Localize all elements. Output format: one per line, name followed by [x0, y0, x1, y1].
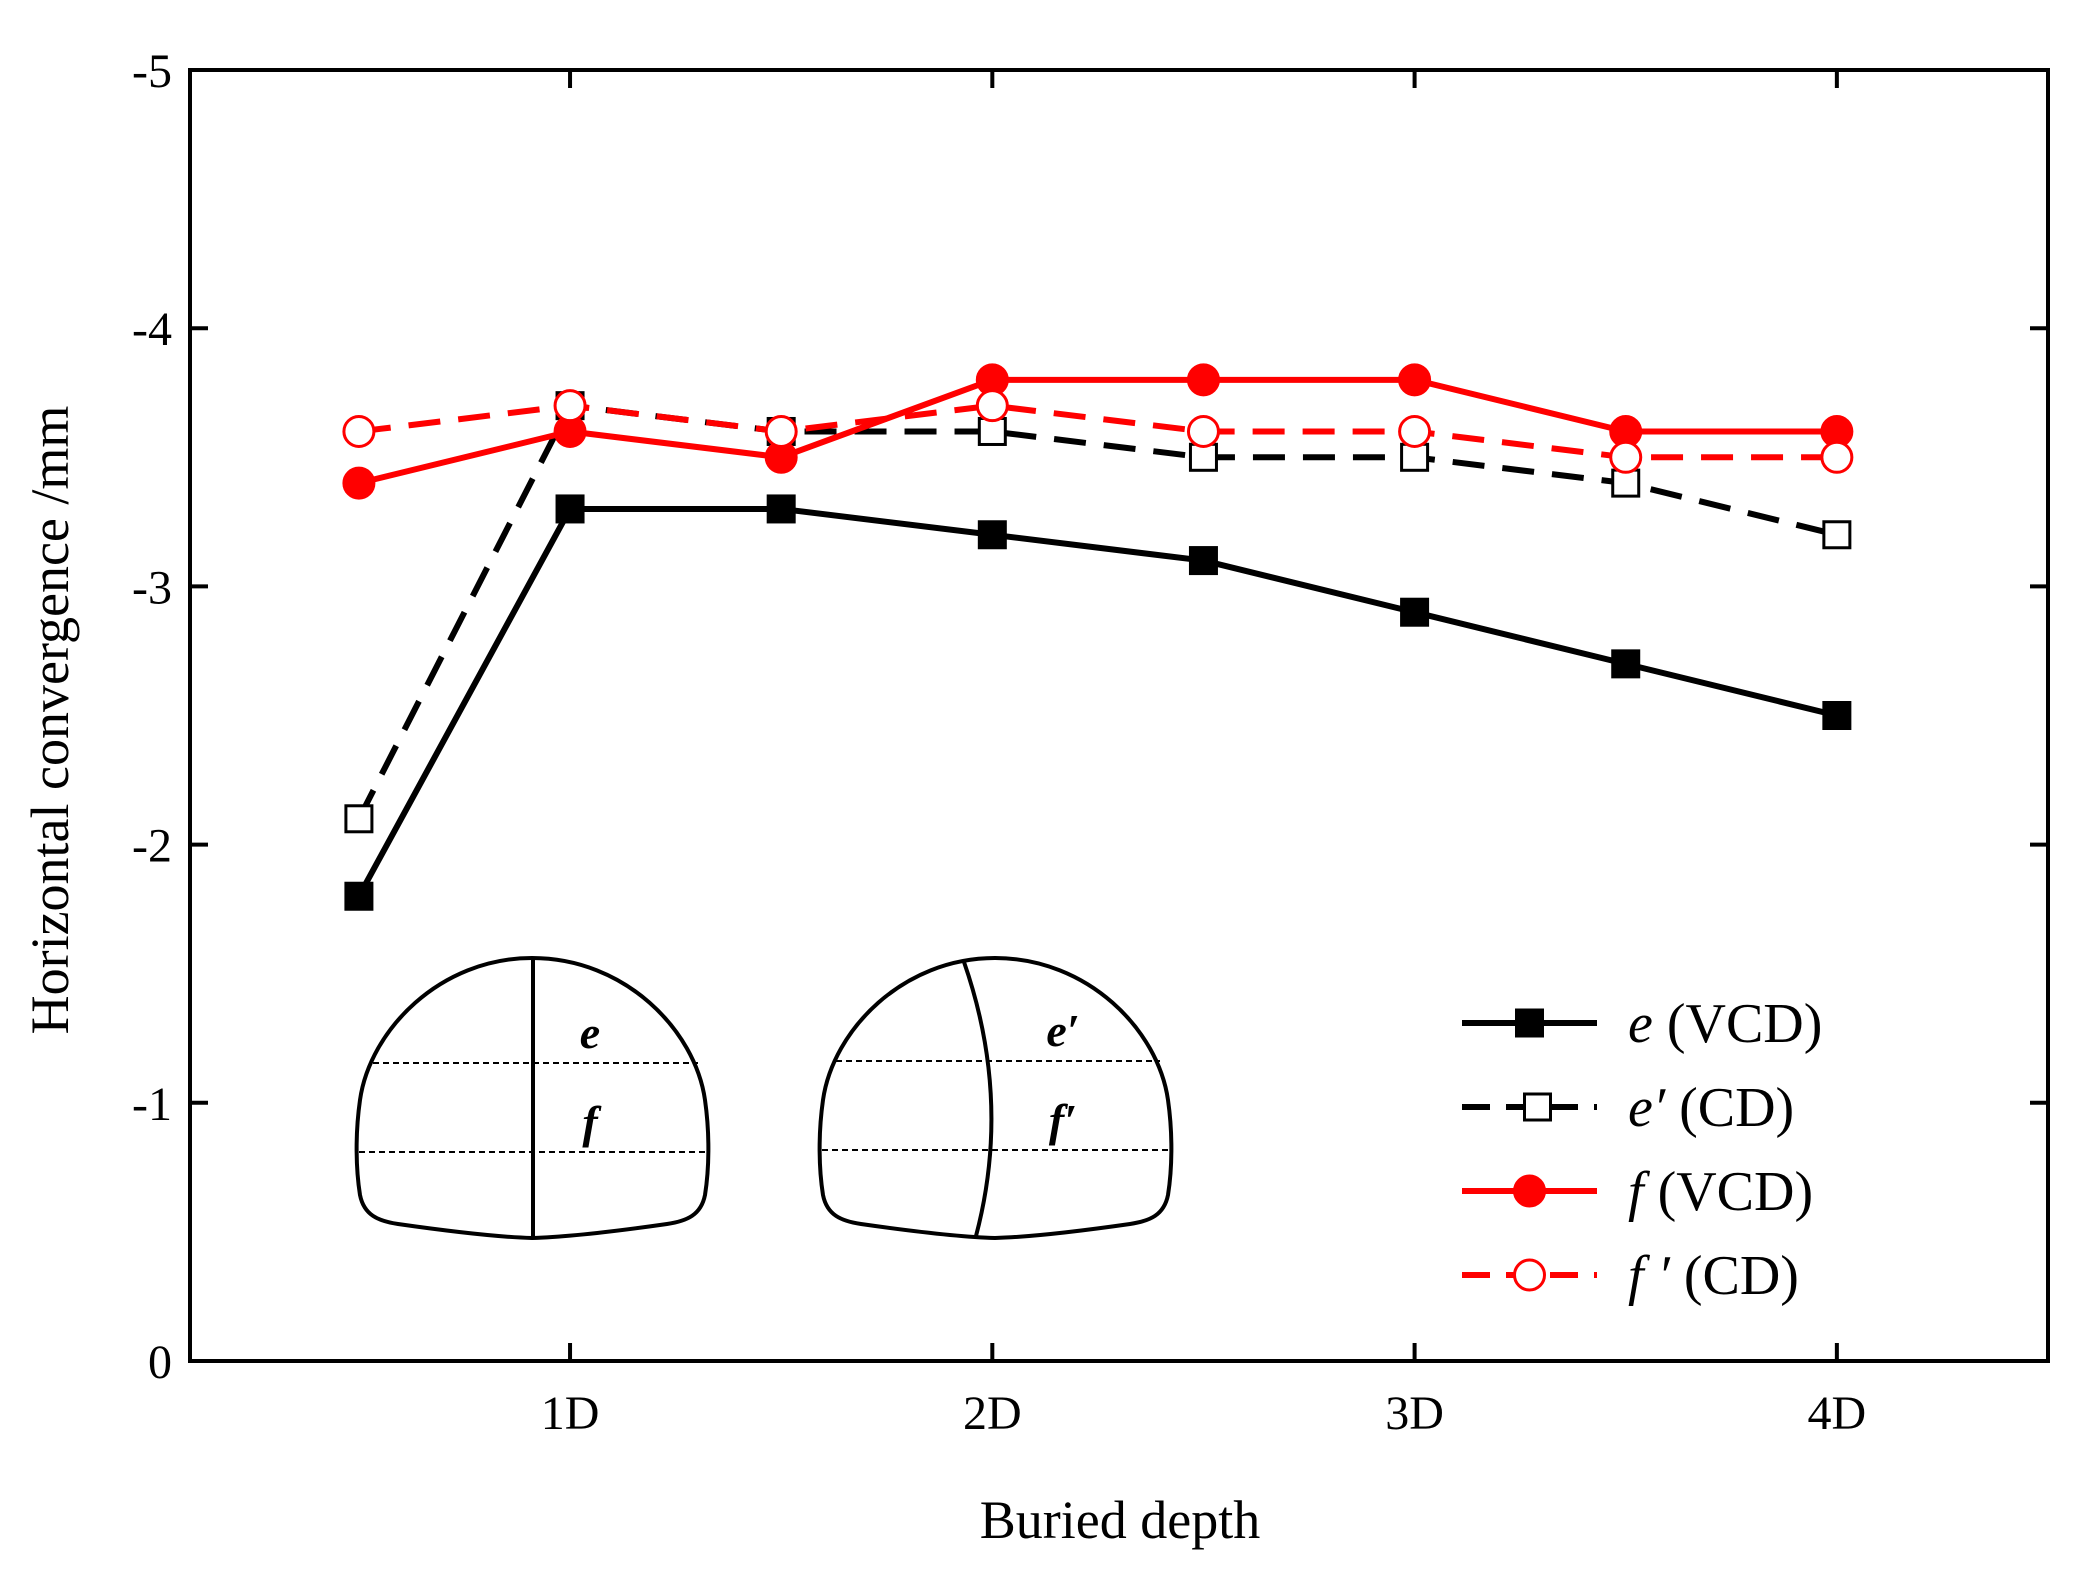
cd-tunnel-diagram: e′ f′ [817, 955, 1174, 1241]
legend-item: e (VCD) [1462, 993, 1822, 1055]
cd-partition-curve [962, 961, 994, 1237]
data-point [766, 494, 796, 524]
y-axis-title: Horizontal convergence /mm [20, 406, 80, 1035]
data-point [977, 416, 1007, 446]
data-point [344, 881, 374, 911]
vcd-tunnel-diagram: e f [354, 897, 720, 1241]
vcd-tunnel-outline [357, 941, 720, 1238]
data-point [1400, 442, 1430, 472]
y-tick-label: -2 [132, 820, 172, 873]
cd-label-f-prime: f′ [1049, 1095, 1077, 1146]
legend-method: (CD) [1670, 1245, 1799, 1307]
x-tick-label: 1D [541, 1387, 600, 1440]
data-point [1611, 649, 1641, 679]
y-tick-label: -1 [132, 1078, 172, 1131]
data-point [975, 389, 1009, 423]
x-axis-ticks: 1D 2D 3D 4D [541, 70, 1866, 1440]
series-layer [342, 363, 1854, 911]
data-point [1822, 520, 1852, 550]
data-point [1398, 363, 1432, 397]
legend-method: (CD) [1665, 1077, 1794, 1139]
data-point [1186, 363, 1220, 397]
data-point [977, 520, 1007, 550]
cd-tunnel-outline-shape [817, 955, 1174, 1241]
legend-marker [1523, 1092, 1552, 1122]
series-3 [342, 389, 1854, 474]
data-point [1611, 468, 1641, 498]
data-point [1398, 414, 1432, 448]
data-point [1188, 546, 1218, 576]
data-point [1188, 442, 1218, 472]
legend-item: e′ (CD) [1462, 1077, 1794, 1139]
data-point [1820, 440, 1854, 474]
vcd-label-f: f [582, 1097, 602, 1148]
tunnel-diagrams: e f e′ f′ [354, 897, 1174, 1241]
data-point [342, 414, 376, 448]
data-point [1186, 414, 1220, 448]
data-point [342, 466, 376, 500]
series-line [356, 505, 1838, 898]
x-tick-label: 2D [963, 1387, 1022, 1440]
y-tick-label: -5 [132, 45, 172, 98]
vcd-tunnel-outline [357, 897, 535, 1217]
legend-symbol: f ′ [1628, 1245, 1671, 1307]
legend-label: f ′ (CD) [1628, 1245, 1799, 1307]
x-tick-label: 3D [1385, 1387, 1444, 1440]
legend-label: e′ (CD) [1628, 1077, 1794, 1139]
legend-marker [1515, 1008, 1544, 1038]
legend-method: (VCD) [1653, 993, 1823, 1055]
legend-marker [1513, 1174, 1546, 1208]
legend-label: e (VCD) [1628, 993, 1822, 1055]
data-point [1609, 440, 1643, 474]
data-point [1822, 701, 1852, 730]
series-line [358, 376, 1837, 487]
y-axis-ticks: 0 -1 -2 -3 -4 -5 [132, 45, 2048, 1389]
legend-symbol: e [1628, 993, 1653, 1055]
series-0 [344, 494, 1852, 911]
legend-symbol: e′ [1628, 1077, 1666, 1139]
legend-item: f ′ (CD) [1462, 1245, 1799, 1307]
plot-frame [188, 68, 2050, 1363]
vcd-label-e: e [580, 1007, 600, 1058]
data-point [764, 414, 798, 448]
legend-marker [1513, 1258, 1546, 1292]
data-point [344, 804, 374, 834]
legend: e (VCD) e′ (CD) f (VCD) f ′ (CD) [1462, 993, 1822, 1307]
y-tick-label: 0 [148, 1336, 172, 1389]
legend-method: (VCD) [1644, 1161, 1814, 1223]
x-tick-label: 4D [1808, 1387, 1867, 1440]
y-tick-label: -4 [132, 303, 172, 356]
data-point [553, 389, 587, 423]
axes-frame [188, 68, 2050, 1363]
legend-item: f (VCD) [1462, 1161, 1813, 1223]
y-tick-label: -3 [132, 561, 172, 614]
data-point [555, 494, 585, 524]
legend-label: f (VCD) [1628, 1161, 1813, 1223]
data-point [1400, 597, 1430, 627]
cd-label-e-prime: e′ [1046, 1005, 1079, 1056]
x-axis-title: Buried depth [980, 1490, 1260, 1550]
